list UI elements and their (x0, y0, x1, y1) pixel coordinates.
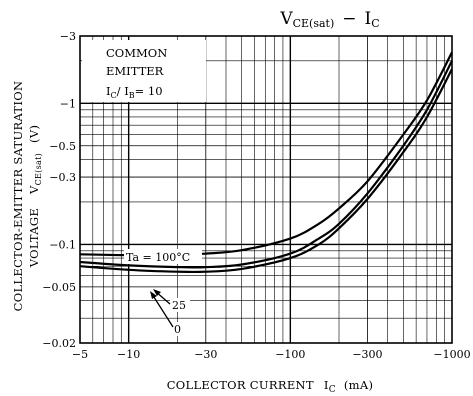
title-sub-vce: CE(sat) (293, 17, 335, 30)
x-axis-symbol-sub: C (329, 385, 336, 395)
y-tick-label: −0.5 (49, 140, 76, 153)
y-axis-label: COLLECTOR-EMITTER SATURATION VOLTAGE VCE(… (11, 81, 43, 312)
annotation-emitter: EMITTER (106, 64, 164, 78)
y-axis-symbol-sub: CE(sat) (34, 153, 43, 185)
series-line-1 (79, 60, 453, 269)
plot-frame (79, 35, 453, 344)
curve-label-0: 0 (174, 323, 181, 336)
y-tick-label: −0.3 (49, 171, 76, 184)
chart-title: VCE(sat) − IC (279, 9, 379, 30)
tick-labels: −5 −10 −30 −100 −300 −1000 −3 −1 −0.5 −0.3 −0.1 −0.… (42, 30, 470, 361)
annotation-ratio-value: = 10 (135, 84, 163, 98)
y-axis-label-voltage: VOLTAGE (27, 208, 41, 268)
label-bg-0 (170, 322, 184, 336)
x-tick-label: −1000 (433, 348, 470, 361)
label-bg-100c (124, 249, 202, 264)
x-tick-label: −100 (275, 348, 305, 361)
title-symbol-v: V (279, 9, 293, 29)
x-axis-label-text: COLLECTOR CURRENT (167, 378, 314, 392)
annotation-ib: / I (117, 84, 129, 98)
y-tick-label: −3 (60, 30, 76, 43)
title-symbol-i: I (365, 9, 372, 29)
title-sub-c: C (371, 17, 379, 30)
pointer-arrowheads (150, 289, 161, 299)
x-tick-label: −30 (194, 348, 217, 361)
y-axis-label-line1: COLLECTOR-EMITTER SATURATION (11, 81, 25, 312)
y-tick-label: −0.05 (42, 281, 76, 294)
x-axis-symbol: I (324, 378, 329, 392)
curve-label-25: 25 (172, 299, 186, 312)
label-bg-25 (170, 298, 190, 312)
y-tick-label: −1 (60, 97, 76, 110)
annotation-ic: I (106, 84, 111, 98)
curve-label-100c: Ta = 100°C (126, 251, 190, 264)
title-separator: − (342, 9, 356, 29)
annotation-ib-sub: B (129, 91, 135, 100)
annotation-background (82, 40, 206, 102)
x-tick-label: −10 (117, 348, 140, 361)
y-axis-unit: (V) (27, 125, 41, 143)
y-axis-symbol: V (27, 185, 41, 195)
annotation-common: COMMON (106, 46, 167, 60)
x-axis-unit: (mA) (344, 378, 373, 392)
annotation-ratio: IC/ IB= 10 (106, 84, 163, 100)
x-tick-label: −5 (72, 348, 88, 361)
x-axis-label: COLLECTOR CURRENT IC (mA) (167, 378, 374, 395)
annotation-ic-sub: C (111, 91, 117, 100)
series-line-2 (79, 68, 453, 274)
y-axis-label-line2: VOLTAGE VCE(sat) (V) (27, 125, 43, 268)
y-tick-label: −0.1 (49, 238, 76, 251)
y-tick-label: −0.02 (42, 337, 76, 350)
x-tick-label: −300 (352, 348, 382, 361)
